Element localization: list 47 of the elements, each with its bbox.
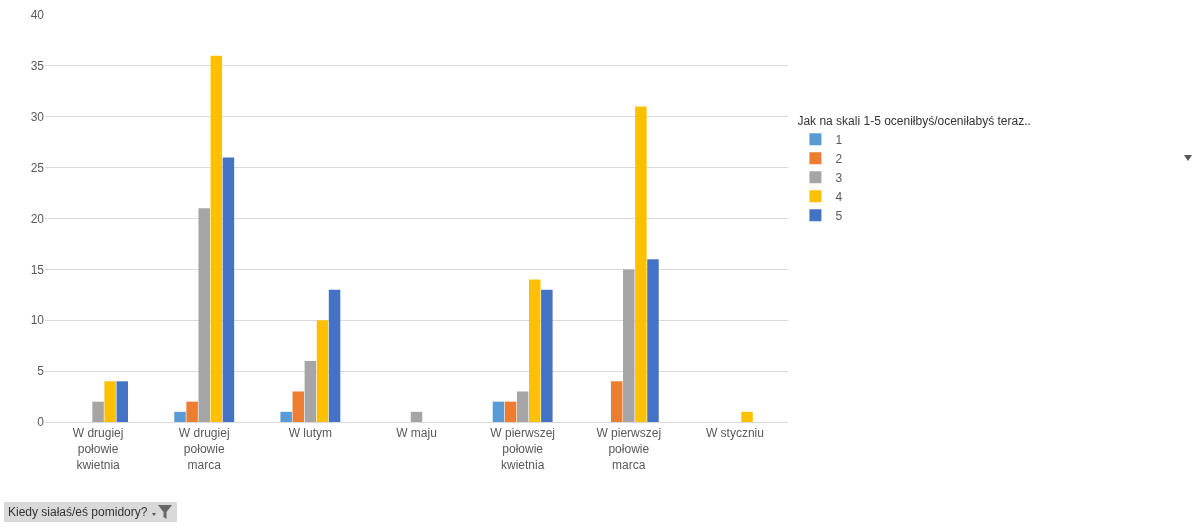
bar <box>504 401 517 422</box>
bar <box>529 279 541 422</box>
bar <box>316 320 329 422</box>
legend-label: 4 <box>835 189 843 204</box>
bar <box>116 381 129 422</box>
legend-title: Jak na skali 1-5 oceniłbyś/oceniłabyś teraz.. <box>797 113 1031 128</box>
y-tick-label: 25 <box>30 160 45 175</box>
y-tick-label: 5 <box>37 364 45 379</box>
bar <box>104 381 116 422</box>
bar <box>292 391 304 422</box>
legend-label: 1 <box>835 132 843 147</box>
y-tick-label: 15 <box>30 262 45 277</box>
bar <box>623 269 635 422</box>
x-tick-label: W drugiej połowie marca <box>178 426 230 472</box>
bar <box>92 401 104 422</box>
y-tick-label: 30 <box>30 109 45 124</box>
bar <box>280 411 292 422</box>
bar <box>186 401 198 422</box>
legend-label: 5 <box>835 208 843 223</box>
legend-label: 2 <box>835 151 843 166</box>
bar <box>174 411 186 422</box>
bar <box>328 289 341 422</box>
bar <box>647 259 659 422</box>
legend-label: 3 <box>835 170 843 185</box>
bar <box>210 55 223 422</box>
bar <box>410 411 423 422</box>
x-tick-label: W drugiej połowie kwietnia <box>72 426 124 472</box>
x-tick-label: W pierwszej połowie marca <box>596 426 662 472</box>
bar <box>610 381 623 422</box>
bar <box>492 401 505 422</box>
x-tick-label: W styczniu <box>705 426 764 441</box>
y-tick-label: 10 <box>30 313 45 328</box>
y-tick-label: 35 <box>30 59 45 74</box>
bar <box>304 360 317 422</box>
text: Kiedy siałaś/eś pomidory? <box>8 505 148 519</box>
bar <box>222 157 235 422</box>
y-tick-label: 0 <box>37 415 45 430</box>
bar <box>635 106 647 422</box>
y-tick-label: 20 <box>30 211 45 226</box>
bar <box>198 208 210 422</box>
y-tick-label: 40 <box>30 8 45 23</box>
bar <box>516 391 529 422</box>
bar <box>541 289 553 422</box>
x-tick-label: W lutym <box>288 426 333 441</box>
x-tick-label: W pierwszej połowie kwietnia <box>490 426 555 472</box>
bar <box>741 411 753 422</box>
x-tick-label: W maju <box>396 426 437 441</box>
